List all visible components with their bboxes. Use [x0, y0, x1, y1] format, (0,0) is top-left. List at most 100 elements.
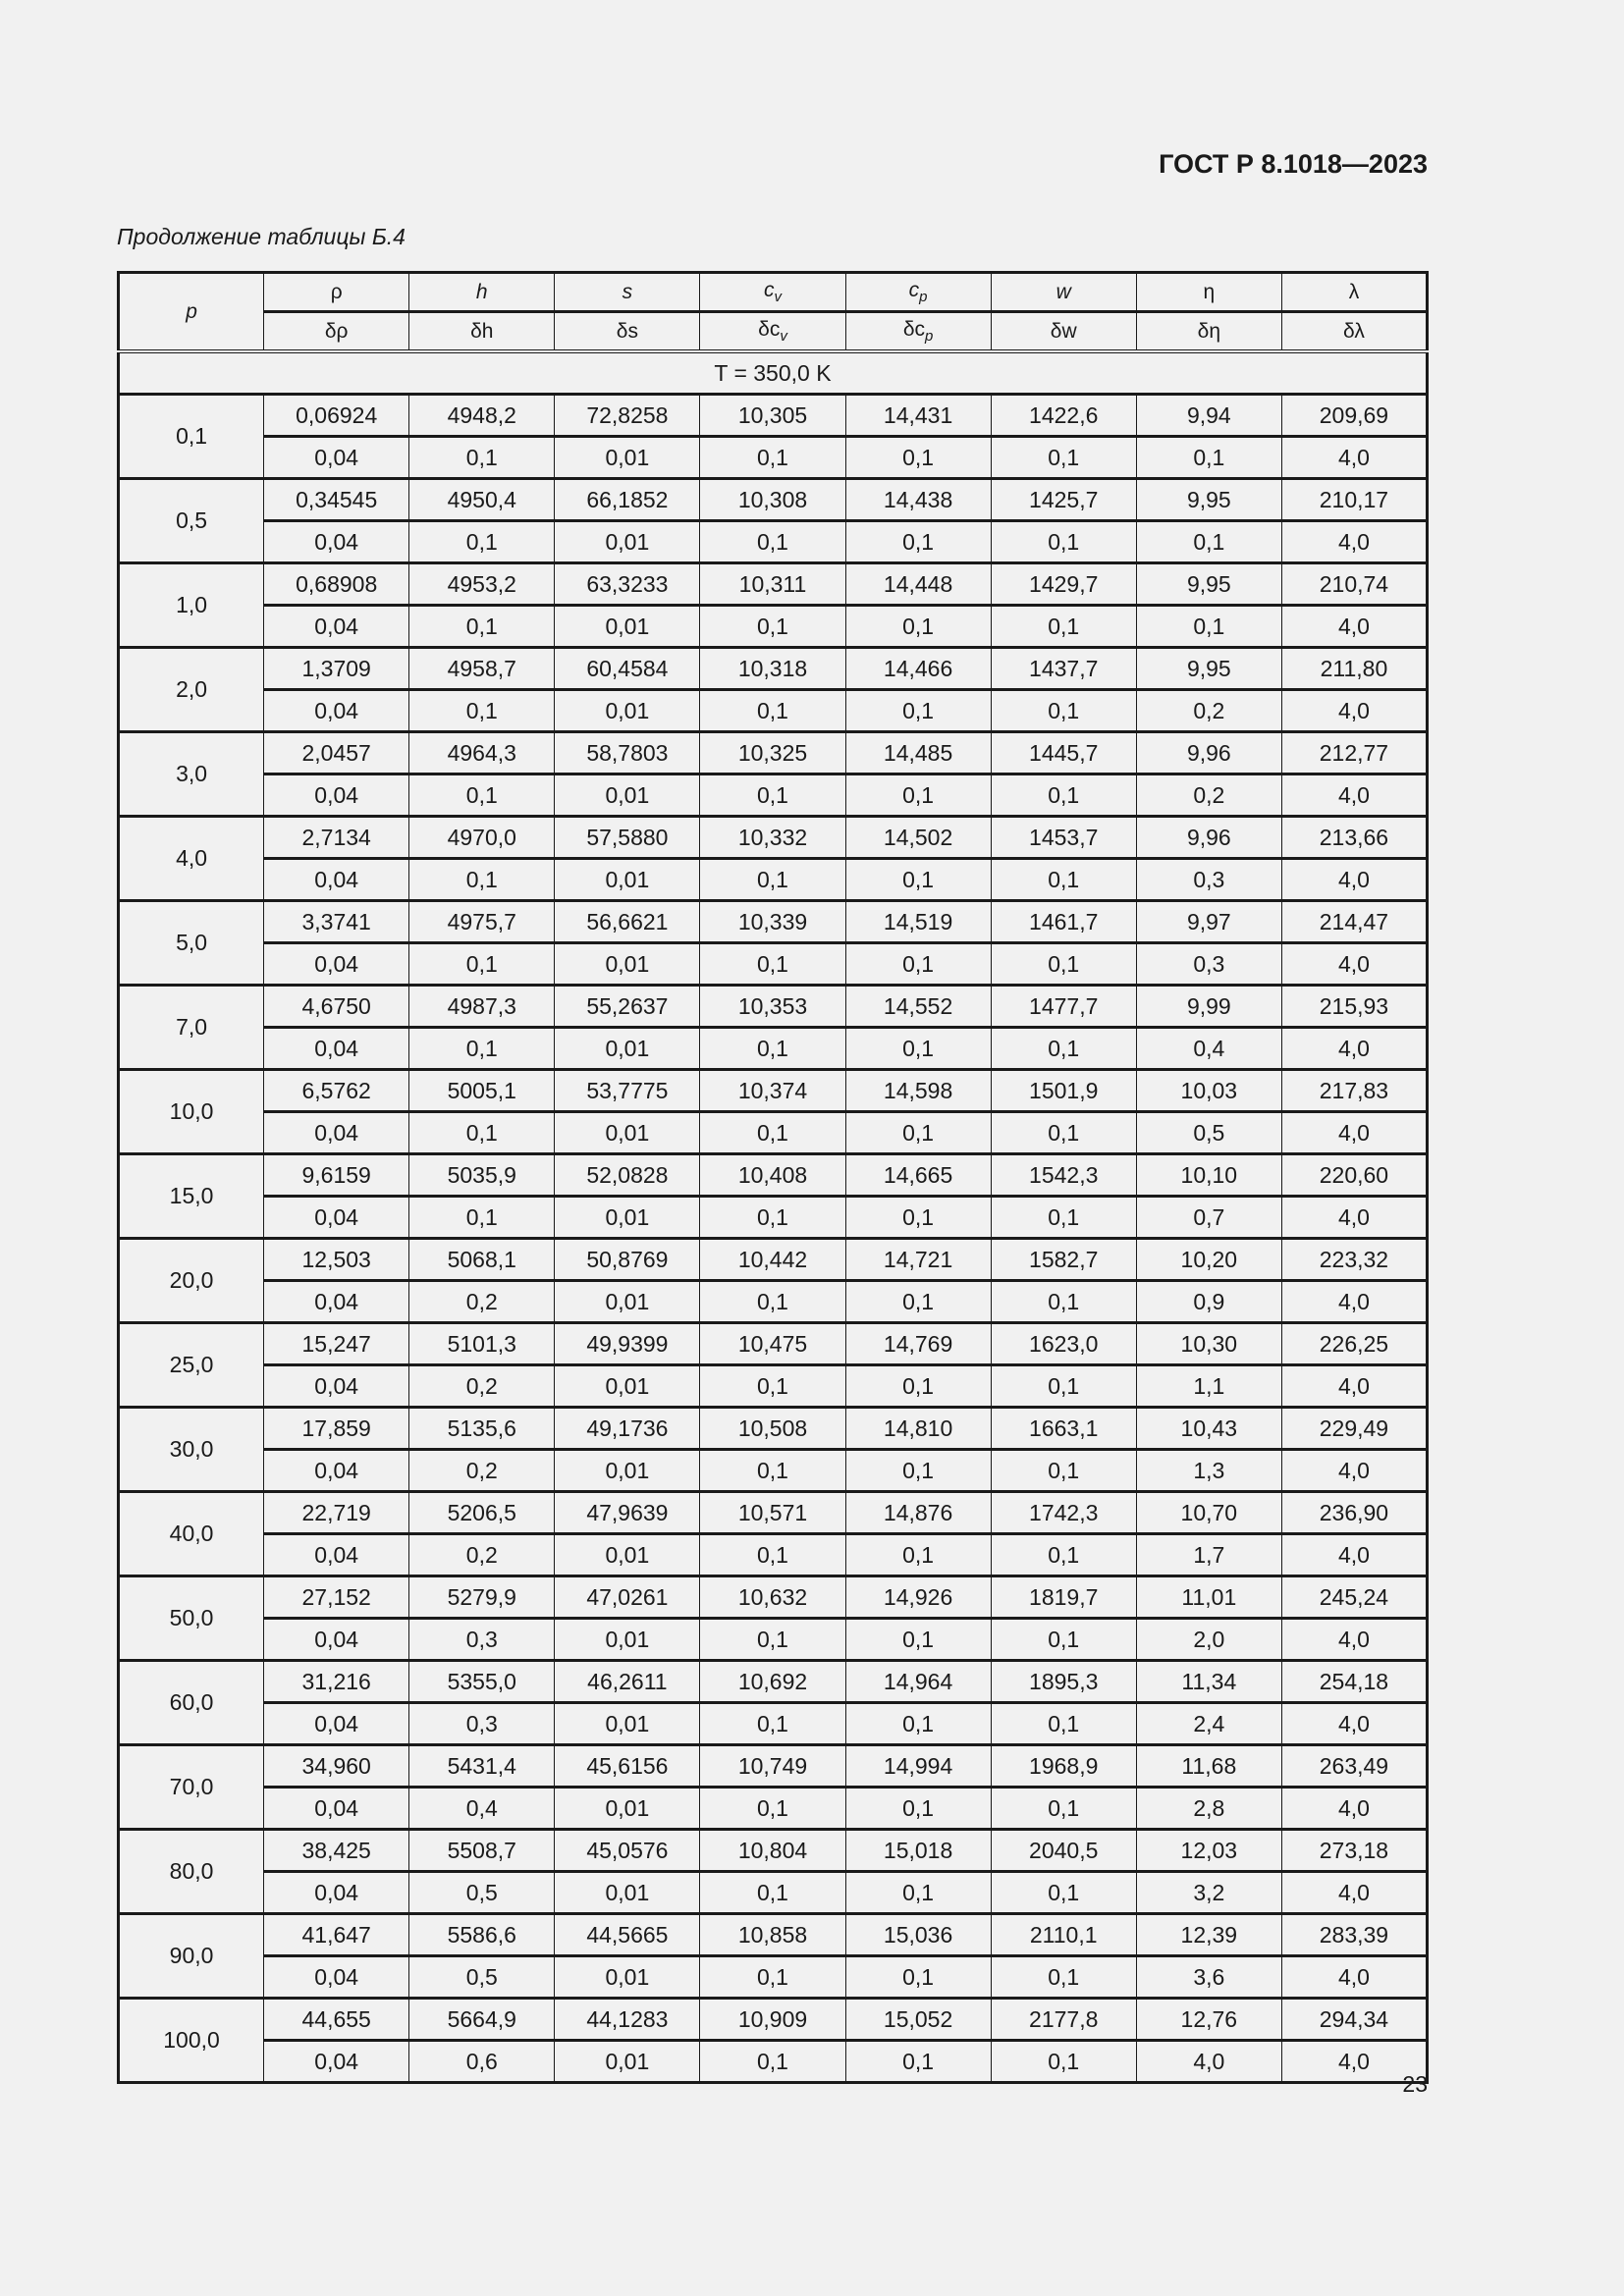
table-row-uncertainty: 0,04 0,2 0,01 0,1 0,1 0,1 1,7 4,0: [119, 1532, 1429, 1576]
uncertainty-cell: 0,1: [408, 519, 556, 563]
value-cell: 10,43: [1135, 1406, 1282, 1450]
value-cell: 55,2637: [554, 984, 701, 1028]
pressure-cell: 2,0: [117, 646, 265, 732]
value-cell: 10,305: [699, 393, 846, 437]
uncertainty-cell: 0,9: [1135, 1279, 1282, 1323]
table-row: 0,1 0,06924 4948,2 72,8258 10,305 14,431 1422,…: [117, 393, 1429, 479]
value-cell: 223,32: [1280, 1237, 1429, 1281]
value-cell: 0,68908: [263, 561, 410, 606]
header-delta-4: δcp: [844, 310, 992, 352]
uncertainty-cell: 4,0: [1135, 2039, 1282, 2083]
value-cell: 11,01: [1135, 1575, 1282, 1619]
uncertainty-cell: 0,04: [263, 1954, 410, 1999]
uncertainty-cell: 0,04: [263, 857, 410, 901]
value-cell: 14,964: [844, 1659, 992, 1703]
value-cell: 10,442: [699, 1237, 846, 1281]
pressure-cell: 90,0: [117, 1912, 265, 1999]
uncertainty-cell: 0,01: [554, 435, 701, 479]
uncertainty-cell: 4,0: [1280, 1870, 1429, 1914]
value-cell: 10,692: [699, 1659, 846, 1703]
uncertainty-cell: 0,1: [699, 1195, 846, 1239]
value-cell: 41,647: [263, 1912, 410, 1956]
uncertainty-cell: 0,1: [990, 1532, 1137, 1576]
uncertainty-cell: 4,0: [1280, 435, 1429, 479]
uncertainty-cell: 0,1: [990, 1448, 1137, 1492]
value-cell: 44,655: [263, 1997, 410, 2041]
pressure-cell: 60,0: [117, 1659, 265, 1745]
uncertainty-cell: 0,01: [554, 1617, 701, 1661]
uncertainty-cell: 0,1: [990, 1110, 1137, 1154]
uncertainty-cell: 2,8: [1135, 1786, 1282, 1830]
table-row-uncertainty: 0,04 0,1 0,01 0,1 0,1 0,1 0,3 4,0: [119, 941, 1429, 986]
value-cell: 57,5880: [554, 815, 701, 859]
value-cell: 4975,7: [408, 899, 556, 943]
uncertainty-cell: 0,1: [699, 1026, 846, 1070]
uncertainty-cell: 0,3: [408, 1701, 556, 1745]
value-cell: 60,4584: [554, 646, 701, 690]
value-cell: 4970,0: [408, 815, 556, 859]
value-cell: 10,20: [1135, 1237, 1282, 1281]
uncertainty-cell: 0,01: [554, 1363, 701, 1408]
uncertainty-cell: 0,1: [699, 1954, 846, 1999]
uncertainty-cell: 4,0: [1280, 941, 1429, 986]
uncertainty-cell: 0,1: [990, 1363, 1137, 1408]
uncertainty-cell: 0,1: [699, 773, 846, 817]
uncertainty-cell: 4,0: [1280, 773, 1429, 817]
value-cell: 209,69: [1280, 393, 1429, 437]
uncertainty-cell: 0,1: [699, 1279, 846, 1323]
value-cell: 1453,7: [990, 815, 1137, 859]
value-cell: 46,2611: [554, 1659, 701, 1703]
uncertainty-cell: 0,2: [408, 1363, 556, 1408]
uncertainty-cell: 0,01: [554, 1532, 701, 1576]
uncertainty-cell: 4,0: [1280, 1701, 1429, 1745]
value-cell: 10,804: [699, 1828, 846, 1872]
uncertainty-cell: 0,04: [263, 1279, 410, 1323]
uncertainty-cell: 0,1: [408, 773, 556, 817]
value-cell: 31,216: [263, 1659, 410, 1703]
uncertainty-cell: 0,1: [1135, 604, 1282, 648]
value-cell: 9,96: [1135, 815, 1282, 859]
value-cell: 2,7134: [263, 815, 410, 859]
uncertainty-cell: 0,1: [844, 1954, 992, 1999]
value-cell: 14,502: [844, 815, 992, 859]
value-cell: 27,152: [263, 1575, 410, 1619]
uncertainty-cell: 0,1: [844, 1363, 992, 1408]
value-cell: 1895,3: [990, 1659, 1137, 1703]
value-cell: 5355,0: [408, 1659, 556, 1703]
pressure-cell: 40,0: [117, 1490, 265, 1576]
uncertainty-cell: 0,1: [699, 1110, 846, 1154]
value-cell: 1742,3: [990, 1490, 1137, 1534]
table-row-uncertainty: 0,04 0,2 0,01 0,1 0,1 0,1 1,1 4,0: [119, 1363, 1429, 1408]
table-row: 80,0 38,425 5508,7 45,0576 10,804 15,018 2040,…: [117, 1828, 1429, 1914]
value-cell: 9,97: [1135, 899, 1282, 943]
pressure-cell: 4,0: [117, 815, 265, 901]
header-0: ρ: [263, 272, 410, 312]
value-cell: 1663,1: [990, 1406, 1137, 1450]
value-cell: 10,749: [699, 1743, 846, 1788]
value-cell: 17,859: [263, 1406, 410, 1450]
value-cell: 9,95: [1135, 561, 1282, 606]
header-5: w: [990, 272, 1137, 312]
table-row: 10,0 6,5762 5005,1 53,7775 10,374 14,598 1501,…: [117, 1068, 1429, 1154]
section-label: T = 350,0 K: [118, 349, 1428, 395]
value-cell: 72,8258: [554, 393, 701, 437]
value-cell: 14,665: [844, 1152, 992, 1197]
uncertainty-cell: 4,0: [1280, 519, 1429, 563]
uncertainty-cell: 0,5: [408, 1870, 556, 1914]
value-cell: 5664,9: [408, 1997, 556, 2041]
value-cell: 14,466: [844, 646, 992, 690]
uncertainty-cell: 4,0: [1280, 604, 1429, 648]
value-cell: 1429,7: [990, 561, 1137, 606]
uncertainty-cell: 1,1: [1135, 1363, 1282, 1408]
uncertainty-cell: 0,01: [554, 1701, 701, 1745]
header-delta-7: δλ: [1280, 310, 1429, 352]
value-cell: 294,34: [1280, 1997, 1429, 2041]
uncertainty-cell: 0,1: [990, 519, 1137, 563]
header-delta-6: δη: [1135, 310, 1282, 352]
value-cell: 14,448: [844, 561, 992, 606]
uncertainty-cell: 2,4: [1135, 1701, 1282, 1745]
uncertainty-cell: 0,1: [990, 688, 1137, 732]
value-cell: 15,247: [263, 1321, 410, 1365]
uncertainty-cell: 0,1: [408, 1026, 556, 1070]
value-cell: 2,0457: [263, 730, 410, 774]
